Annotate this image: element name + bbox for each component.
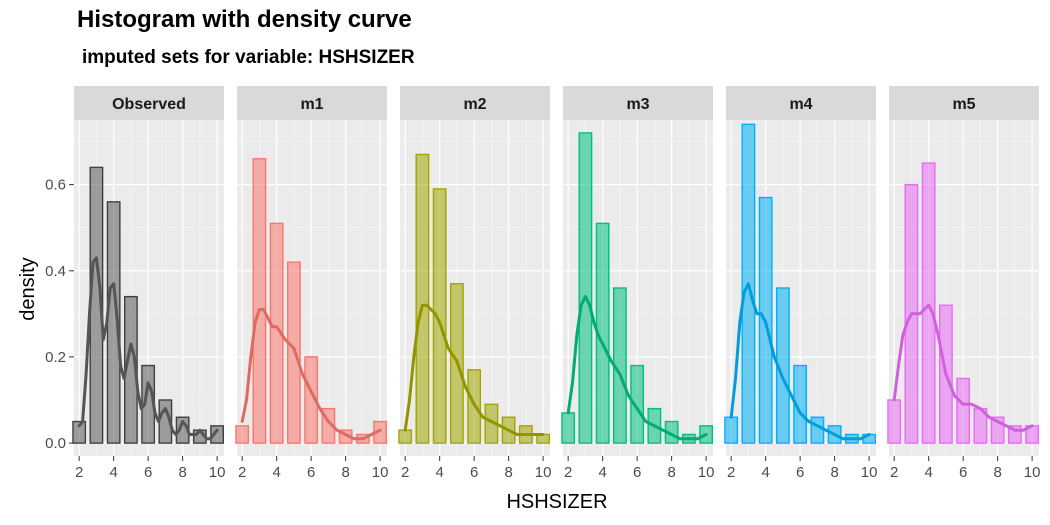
x-tick-label: 10 [861, 464, 878, 481]
facet-strip [726, 86, 876, 120]
x-tick-label: 4 [598, 464, 606, 481]
facet-panel-m4: m4 2 4 6 8 10 [724, 86, 878, 481]
x-tick-label: 2 [727, 464, 735, 481]
density-curve [892, 303, 1034, 432]
facet-strip-label: m5 [952, 96, 975, 113]
facet-strip-label: m3 [626, 96, 649, 113]
facet-strip-label: m4 [789, 96, 812, 113]
x-tick-label: 8 [504, 464, 512, 481]
facet-panel-m2: m2 2 4 6 8 10 [398, 86, 552, 481]
histogram-bar [235, 425, 250, 444]
x-tick-label: 4 [924, 464, 932, 481]
histogram-bar [793, 364, 808, 444]
facet-strip [237, 86, 387, 120]
x-tick-label: 8 [993, 464, 1001, 481]
density-curve [77, 256, 219, 441]
facet-strip [563, 86, 713, 120]
x-tick-label: 2 [75, 464, 83, 481]
x-tick-label: 6 [633, 464, 641, 481]
histogram-bar [415, 153, 430, 444]
x-tick-label: 10 [1024, 464, 1041, 481]
facet-strip-label: Observed [112, 96, 186, 113]
facet-panel-m5: m5 2 4 6 8 10 [887, 86, 1041, 481]
y-tick-label: 0.2 [45, 349, 66, 366]
x-tick-label: 8 [341, 464, 349, 481]
facet-strip [400, 86, 550, 120]
chart-subtitle: imputed sets for variable: HSHSIZER [82, 47, 415, 68]
density-curve [729, 282, 871, 441]
x-tick-label: 6 [796, 464, 804, 481]
histogram-bar [921, 162, 936, 444]
x-tick-label: 6 [144, 464, 152, 481]
x-tick-label: 2 [238, 464, 246, 481]
x-tick-label: 10 [535, 464, 552, 481]
facet-strip-label: m2 [463, 96, 486, 113]
histogram-bar [252, 158, 267, 444]
x-tick-label: 2 [890, 464, 898, 481]
histogram-bar [724, 416, 739, 444]
x-tick-label: 10 [698, 464, 715, 481]
x-tick-label: 10 [372, 464, 389, 481]
histogram-bar [72, 420, 87, 444]
histogram-bar [269, 222, 284, 444]
x-tick-label: 6 [307, 464, 315, 481]
histogram-bar [398, 429, 413, 444]
histogram-bar [561, 412, 576, 444]
x-tick-label: 4 [272, 464, 280, 481]
x-tick-label: 8 [178, 464, 186, 481]
histogram-bar [304, 356, 319, 444]
chart-title: Histogram with density curve [77, 6, 412, 33]
histogram-bar [578, 132, 593, 444]
x-tick-label: 10 [209, 464, 226, 481]
x-tick-label: 2 [564, 464, 572, 481]
y-tick-label: 0.6 [45, 177, 66, 194]
facet-strip-label: m1 [300, 96, 323, 113]
x-tick-label: 4 [435, 464, 443, 481]
x-tick-label: 2 [401, 464, 409, 481]
facet-panel-observed: Observed 2 4 6 8 10 [72, 86, 226, 481]
histogram-bar [887, 399, 902, 444]
facet-panel-m3: m3 2 4 6 8 10 [561, 86, 715, 481]
histogram-bar [630, 364, 645, 444]
histogram-bar [210, 425, 225, 444]
y-tick-label: 0.4 [45, 263, 66, 280]
facet-panel-m1: m1 2 4 6 8 10 [235, 86, 389, 481]
density-curve [240, 308, 382, 441]
x-tick-label: 4 [109, 464, 117, 481]
x-axis-title: HSHSIZER [506, 491, 607, 513]
x-tick-label: 6 [959, 464, 967, 481]
histogram-bar [956, 377, 971, 444]
x-tick-label: 6 [470, 464, 478, 481]
x-tick-label: 4 [761, 464, 769, 481]
y-tick-label: 0.0 [45, 435, 66, 452]
facet-strip [889, 86, 1039, 120]
density-curve [566, 295, 708, 441]
histogram-bar [432, 188, 447, 444]
histogram-bar [810, 416, 825, 444]
density-curve [403, 303, 545, 436]
facet-strip [74, 86, 224, 120]
x-tick-label: 8 [830, 464, 838, 481]
y-axis-title: density [17, 257, 39, 320]
x-tick-label: 8 [667, 464, 675, 481]
